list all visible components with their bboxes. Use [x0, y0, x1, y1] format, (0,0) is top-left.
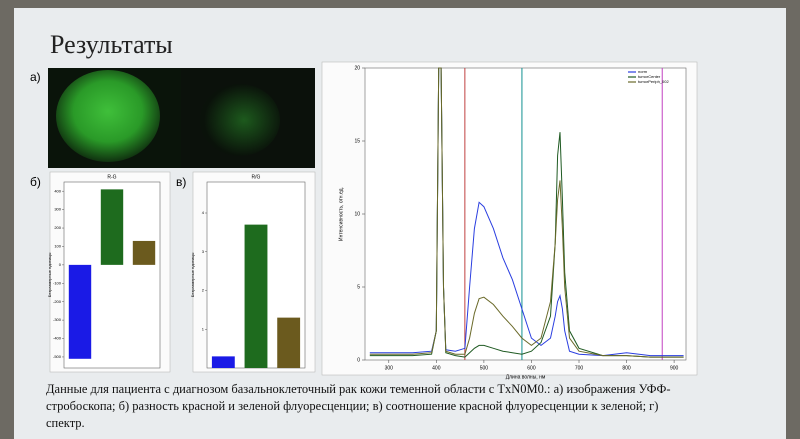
bar [244, 224, 268, 368]
y-tick-label: 200 [54, 225, 61, 230]
y-tick-label: -500 [53, 354, 62, 359]
y-tick-label: 0 [59, 262, 62, 267]
legend-label: tumorCenter [638, 74, 661, 79]
y-axis-label: Безразмерные единицы [47, 252, 52, 297]
y-tick-label: 0 [357, 357, 360, 363]
caption-line: Данные для пациента с диагнозом базально… [46, 382, 671, 396]
legend-label: norm [638, 69, 648, 74]
y-tick-label: 3 [202, 249, 205, 254]
panel-label: в) [176, 175, 186, 189]
plot-area [364, 67, 687, 361]
y-tick-label: 4 [202, 210, 205, 215]
y-tick-label: -400 [53, 336, 62, 341]
y-tick-label: 15 [354, 138, 360, 144]
x-tick-label: 300 [385, 365, 394, 371]
x-tick-label: 800 [622, 365, 631, 371]
y-axis-label: Безразмерные единицы [190, 252, 195, 297]
x-tick-label: 600 [527, 365, 536, 371]
y-tick-label: -100 [53, 280, 62, 285]
panel-label: б) [30, 175, 41, 189]
legend-label: tumorPeriph_002 [638, 79, 669, 84]
x-axis-label: Длина волны, нм [506, 374, 546, 380]
x-tick-label: 700 [575, 365, 584, 371]
y-tick-label: 100 [54, 244, 61, 249]
bar [132, 240, 156, 265]
series-line [369, 67, 684, 358]
chart-title: R/G [252, 174, 261, 180]
y-tick-label: 5 [357, 284, 360, 290]
bar [211, 356, 235, 368]
y-tick-label: 300 [54, 207, 61, 212]
bar [277, 317, 301, 368]
y-tick-label: 10 [354, 211, 360, 217]
caption-line: спектр. [46, 416, 85, 430]
x-tick-label: 400 [432, 365, 441, 371]
y-tick-label: 20 [354, 65, 360, 71]
y-tick-label: 400 [54, 188, 61, 193]
x-tick-label: 900 [670, 365, 679, 371]
caption-line: стробоскопа; б) разность красной и зелен… [46, 399, 658, 413]
y-axis-label: Интенсивность, отн.ед. [338, 187, 344, 241]
fluorescence-spot [56, 70, 160, 162]
slide-title: Результаты [50, 30, 173, 59]
fluorescence-spot [200, 84, 280, 156]
y-tick-label: 1 [202, 326, 205, 331]
y-tick-label: 2 [202, 288, 205, 293]
y-tick-label: -200 [53, 299, 62, 304]
x-tick-label: 500 [480, 365, 489, 371]
bar [100, 189, 124, 265]
panel-label: а) [30, 70, 41, 84]
bar [68, 264, 92, 359]
y-tick-label: -300 [53, 317, 62, 322]
chart-title: R-G [107, 174, 116, 180]
